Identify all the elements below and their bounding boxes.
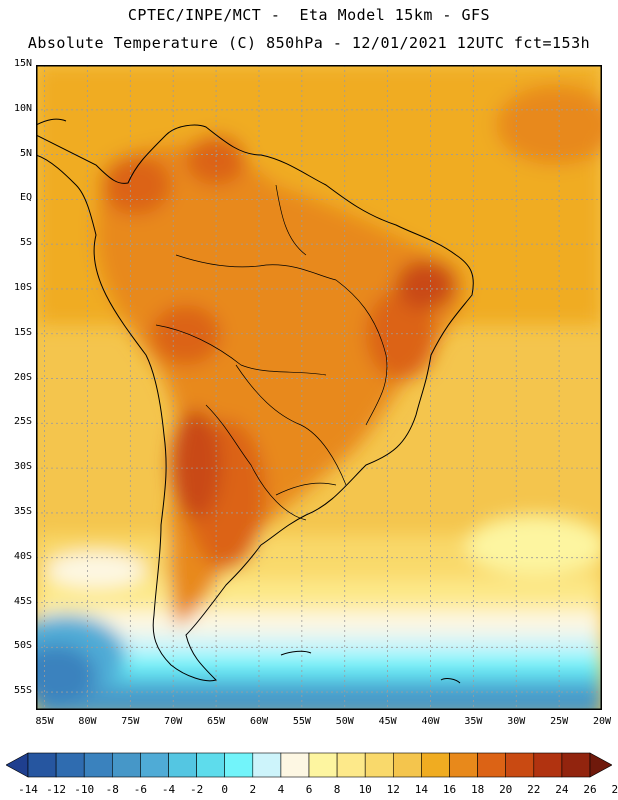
colorbar-label: -2 <box>189 783 204 796</box>
lat-label: 15S <box>13 326 32 338</box>
colorbar-cell <box>533 752 563 778</box>
colorbar-label: -12 <box>46 783 67 796</box>
colorbar-label: 2 <box>249 783 257 796</box>
colorbar-cell <box>336 752 366 778</box>
lat-label: 50S <box>13 640 32 652</box>
lat-label: 35S <box>13 505 32 517</box>
lat-label: 20S <box>13 371 32 383</box>
lat-label: 5N <box>19 147 32 159</box>
colorbar-cell <box>196 752 226 778</box>
lon-label: 30W <box>507 716 526 727</box>
colorbar-cell <box>421 752 450 778</box>
colorbar-cell <box>55 752 85 778</box>
colorbar-cell <box>27 752 57 778</box>
colorbar-cell <box>449 752 478 778</box>
colorbar-label: 8 <box>333 783 341 796</box>
colorbar-cell <box>140 752 169 778</box>
lon-label: 55W <box>292 716 311 727</box>
lon-label: 45W <box>378 716 397 727</box>
lat-label: 5S <box>19 237 32 249</box>
colorbar-cell <box>83 752 113 778</box>
colorbar-label: -10 <box>74 783 95 796</box>
coastlines <box>36 118 474 684</box>
lon-label: 70W <box>164 716 183 727</box>
map-gridlines <box>36 65 602 710</box>
colorbar-label: 26 <box>583 783 597 796</box>
lon-label: 85W <box>35 716 54 727</box>
colorbar-label: 12 <box>386 783 400 796</box>
country-borders <box>155 184 388 521</box>
lon-label: 80W <box>78 716 97 727</box>
lon-label: 35W <box>464 716 483 727</box>
map-title-line2: Absolute Temperature (C) 850hPa - 12/01/… <box>27 34 591 52</box>
temperature-map <box>36 65 602 710</box>
lon-label: 40W <box>421 716 440 727</box>
colorbar-label: 22 <box>527 783 541 796</box>
colorbar <box>6 752 612 778</box>
colorbar-label: 0 <box>221 783 228 796</box>
colorbar-label: 4 <box>277 783 285 796</box>
colorbar-label: -8 <box>105 783 119 796</box>
colorbar-label: 28 <box>611 783 618 796</box>
lon-label: 75W <box>121 716 140 727</box>
lon-label: 25W <box>550 716 569 727</box>
lat-label: 15N <box>13 58 32 69</box>
colorbar-low-triangle <box>6 752 29 778</box>
colorbar-cell <box>477 752 507 778</box>
lat-label: EQ <box>19 192 32 204</box>
colorbar-cell <box>168 752 197 778</box>
lon-label: 65W <box>207 716 226 727</box>
colorbar-label: 10 <box>358 783 372 796</box>
colorbar-label: 14 <box>414 783 429 796</box>
lon-label: 50W <box>335 716 354 727</box>
lat-label: 40S <box>13 550 32 562</box>
map-title-line1: CPTEC/INPE/MCT - Eta Model 15km - GFS <box>127 6 491 24</box>
colorbar-cell <box>505 752 535 778</box>
map-frame <box>36 65 602 710</box>
colorbar-label: 20 <box>499 783 513 796</box>
lat-label: 10N <box>13 102 32 114</box>
colorbar-cell <box>252 752 282 778</box>
lat-label: 30S <box>13 461 32 473</box>
colorbar-label: -6 <box>133 783 148 796</box>
colorbar-label: 6 <box>305 783 313 796</box>
colorbar-label: 24 <box>555 783 569 796</box>
lat-label: 45S <box>13 595 32 607</box>
colorbar-high-triangle <box>589 752 612 778</box>
lat-label: 55S <box>13 685 32 697</box>
colorbar-label: -4 <box>161 783 176 796</box>
lon-label: 20W <box>592 716 612 727</box>
lat-label: 10S <box>13 281 32 293</box>
colorbar-cell <box>364 752 394 778</box>
colorbar-label: -14 <box>18 783 38 796</box>
colorbar-cell <box>392 752 422 778</box>
colorbar-label: 18 <box>470 783 485 796</box>
lat-label: 25S <box>13 416 32 428</box>
colorbar-label: 16 <box>442 783 457 796</box>
colorbar-cell <box>280 752 310 778</box>
lon-label: 60W <box>249 716 268 727</box>
colorbar-cell <box>112 752 141 778</box>
colorbar-cell <box>561 752 591 778</box>
colorbar-cell <box>308 752 338 778</box>
colorbar-cell <box>224 752 254 778</box>
